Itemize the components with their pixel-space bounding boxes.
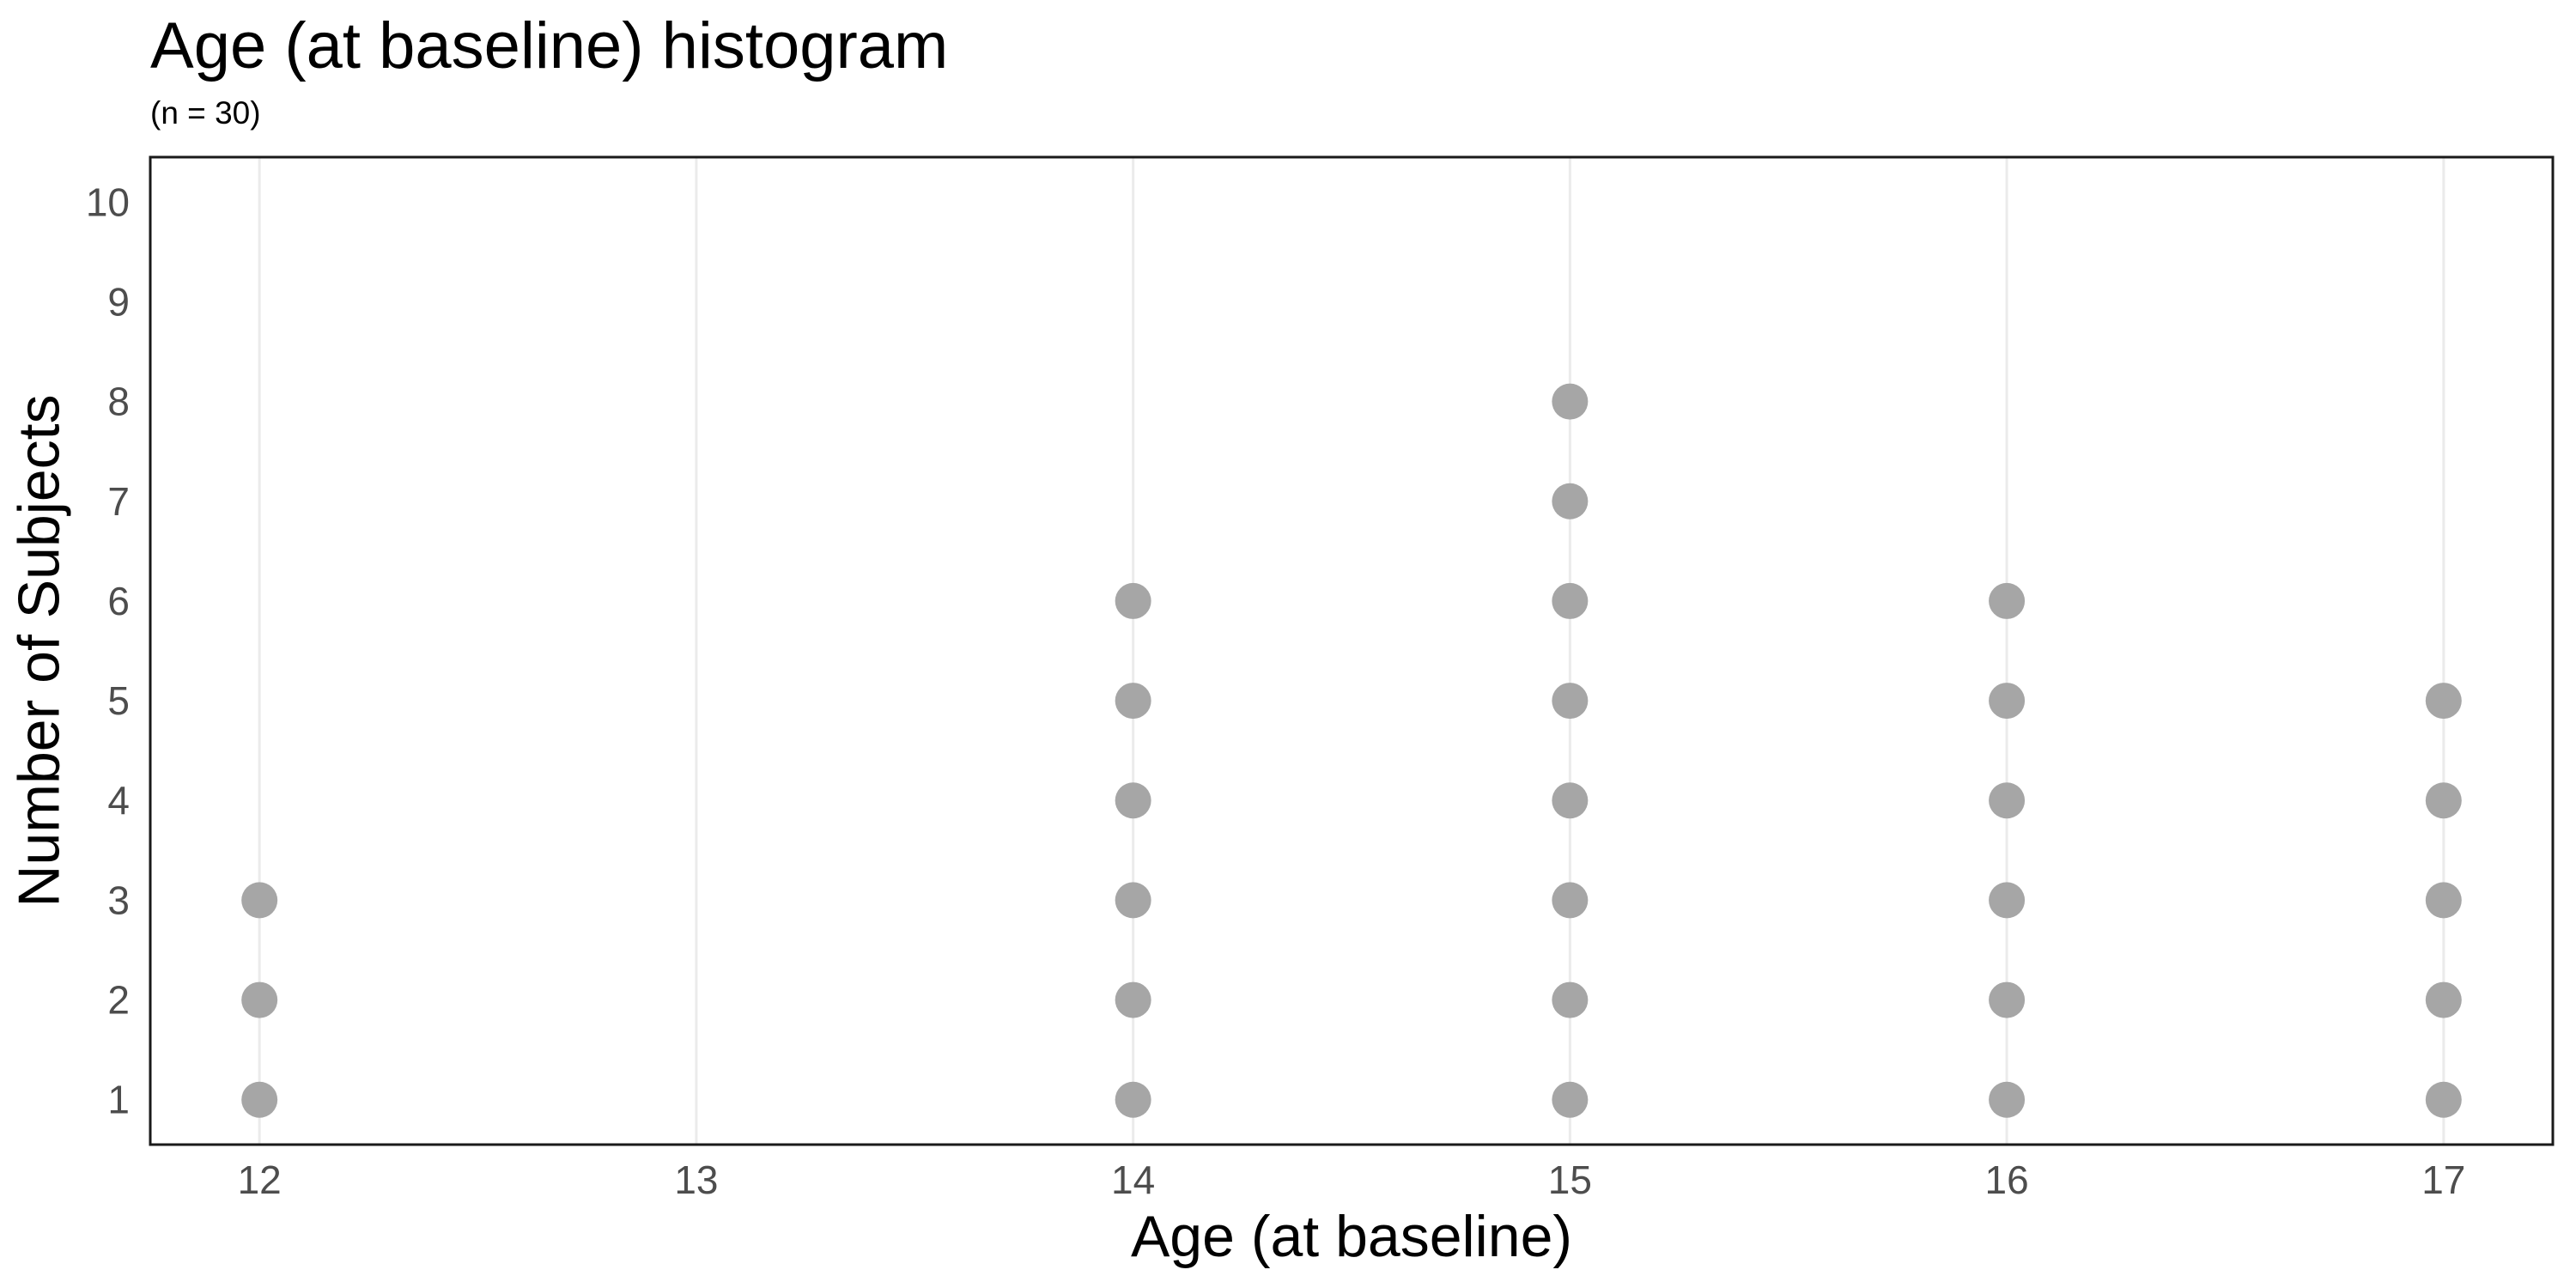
y-tick-label: 3 (107, 878, 130, 922)
y-tick-label: 4 (107, 778, 130, 823)
y-tick-label: 6 (107, 579, 130, 623)
y-tick-label: 1 (107, 1078, 130, 1122)
x-axis-title: Age (at baseline) (1130, 1204, 1573, 1269)
data-dot (1552, 582, 1589, 619)
y-tick-label: 2 (107, 978, 130, 1023)
x-tick-label: 15 (1548, 1157, 1592, 1202)
data-dot (1989, 882, 2026, 919)
data-dot (1989, 981, 2026, 1018)
data-dot (1552, 882, 1589, 919)
data-dot (2425, 882, 2462, 919)
data-dot (1552, 683, 1589, 720)
data-dot (1115, 981, 1151, 1018)
x-tick-label: 13 (674, 1157, 718, 1202)
data-dot (241, 882, 278, 919)
data-dot (2425, 981, 2462, 1018)
y-tick-label: 8 (107, 380, 130, 424)
y-tick-label: 10 (86, 179, 130, 224)
y-tick-label: 9 (107, 279, 130, 324)
data-dot (2425, 683, 2462, 720)
x-tick-label: 17 (2421, 1157, 2465, 1202)
chart-subtitle: (n = 30) (150, 95, 261, 131)
y-axis-title: Number of Subjects (6, 394, 72, 908)
data-dot (1989, 683, 2026, 720)
data-dot (1115, 882, 1151, 919)
data-dot (1115, 582, 1151, 619)
data-dot (1552, 782, 1589, 819)
data-dot (1552, 483, 1589, 519)
data-dot (1115, 1081, 1151, 1118)
data-dot (241, 981, 278, 1018)
data-dot (2425, 782, 2462, 819)
x-tick-label: 14 (1111, 1157, 1155, 1202)
data-dot (1552, 1081, 1589, 1118)
x-tick-label: 12 (238, 1157, 282, 1202)
chart-title: Age (at baseline) histogram (150, 9, 949, 82)
data-dot (2425, 1081, 2462, 1118)
data-dot (1552, 383, 1589, 420)
y-tick-label: 7 (107, 479, 130, 524)
y-tick-label: 5 (107, 678, 130, 723)
data-dot (1989, 1081, 2026, 1118)
data-dot (1115, 683, 1151, 720)
panel-border (149, 155, 2555, 1146)
data-dot (241, 1081, 278, 1118)
data-dot (1989, 582, 2026, 619)
data-dot (1552, 981, 1589, 1018)
x-tick-label: 16 (1985, 1157, 2029, 1202)
data-dot (1115, 782, 1151, 819)
data-dot (1989, 782, 2026, 819)
